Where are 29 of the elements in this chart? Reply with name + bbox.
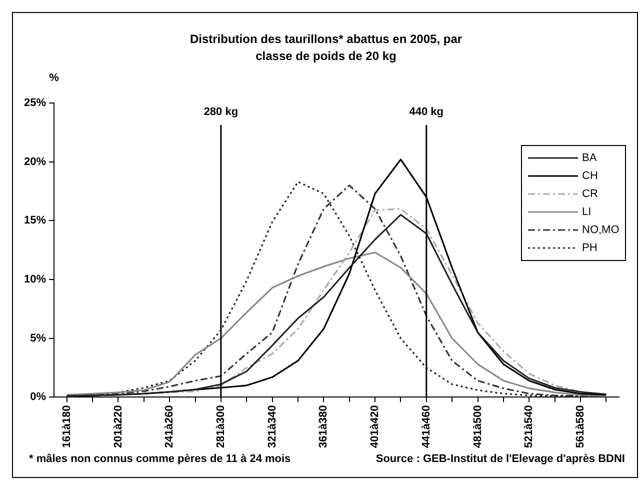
x-tick-label: 241à260 [164,405,176,448]
x-tick-label: 281à300 [214,405,227,448]
x-tick-label: 321à340 [266,405,278,448]
x-tick-label: 161à180 [60,405,73,448]
legend-label: PH [582,242,598,254]
y-tick-label: 10% [24,274,46,286]
chart-title: Distribution des taurillons* abattus en 2005, par classe de poids de 20 kg [188,31,464,65]
ref-line-label: 280 kg [204,106,238,118]
x-tick-label: 401à420 [369,405,382,448]
y-tick-label: 5% [30,332,46,344]
y-tick-label: 20% [24,156,46,168]
y-axis-title: % [49,72,60,84]
legend-label: LI [582,206,592,218]
source-note: Source : GEB-Institut de l'Elevage d'après BDNI [376,453,625,465]
text: * mâles non connus comme pères de 11 à 24 mois [29,453,291,465]
x-tick-label: 561à580 [574,405,587,448]
y-tick-label: 0% [30,391,46,404]
legend-label: CH [582,170,598,182]
legend-label: BA [582,152,597,164]
y-tick-label: 25% [24,97,46,110]
x-tick-label: 201à220 [112,405,124,448]
x-tick-label: 481à500 [472,405,484,448]
x-tick-label: 441à460 [420,405,432,448]
x-tick-label: 361à380 [318,405,330,448]
legend-label: NO,MO [582,224,620,236]
legend-label: CR [582,188,598,200]
ref-line-label: 440 kg [409,106,444,118]
y-tick-label: 15% [24,214,46,227]
x-tick-label: 521à540 [523,405,536,448]
